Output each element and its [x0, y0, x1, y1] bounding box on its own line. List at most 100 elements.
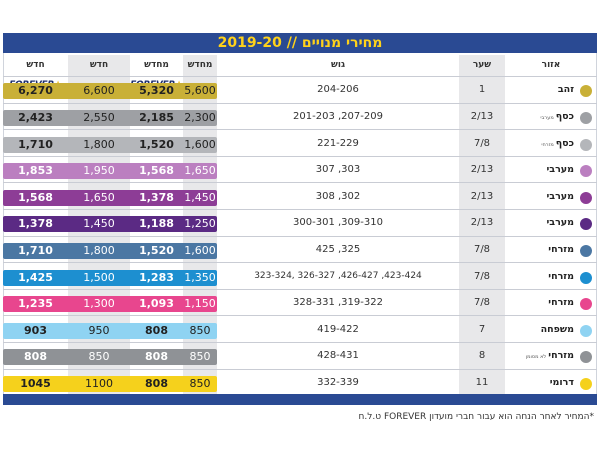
block-cell: 201-203 ,207-209 [293, 110, 383, 122]
price-renew-forever: 808 [145, 376, 168, 390]
price-new: 1,650 [83, 190, 115, 204]
gate-column-bg [459, 55, 505, 394]
block-cell: 204-206 [317, 84, 359, 96]
area-cell: מזרחי [548, 271, 574, 282]
table-title: מחירי מנויים // 2019-20 [3, 33, 597, 53]
block-cell: 308 ,302 [315, 190, 361, 202]
price-new: 6,600 [83, 84, 115, 98]
area-color-dot [580, 244, 592, 257]
price-new: 1,300 [83, 297, 115, 311]
block-cell: 419-422 [317, 323, 359, 335]
area-note: מערבי [540, 114, 554, 121]
price-band [3, 163, 217, 180]
area-color-dot [580, 191, 592, 204]
price-new: 950 [88, 323, 110, 337]
header-new-forever: חדש ★FOREVER [3, 55, 68, 90]
price-new: 1,800 [83, 137, 115, 151]
block-cell: 428-431 [317, 350, 359, 362]
price-new-forever: 1,568 [18, 190, 53, 204]
row-divider [3, 315, 597, 317]
area-color-dot [580, 165, 592, 178]
price-new: 2,550 [83, 110, 115, 124]
row-divider [3, 129, 597, 131]
price-band [3, 189, 217, 206]
price-band [3, 349, 217, 366]
area-name: דרומי [549, 376, 574, 388]
area-name: מערבי [546, 217, 574, 229]
row-divider [3, 342, 597, 343]
price-band [3, 216, 217, 233]
price-band [3, 269, 217, 286]
area-color-dot [580, 111, 592, 124]
area-cell: כסףמערבי [540, 111, 574, 122]
price-renew-forever: 2,185 [139, 110, 174, 124]
header-renew-forever-label: מחדש [144, 60, 169, 70]
price-renew-forever: 808 [145, 350, 168, 364]
price-new: 1,450 [83, 217, 115, 231]
price-band [3, 83, 217, 100]
row-divider [3, 102, 597, 104]
row-divider [3, 76, 597, 77]
header-new: חדש [89, 60, 109, 70]
area-color-dot [580, 377, 592, 390]
block-cell: 425 ,325 [315, 243, 361, 255]
area-name: זהב [557, 84, 574, 96]
price-band [3, 322, 217, 339]
price-new-forever: 1,710 [18, 243, 53, 257]
price-new-forever: 6,270 [18, 84, 53, 98]
area-cell: זהב [558, 84, 574, 95]
price-renew: 850 [189, 350, 211, 364]
price-new-forever: 903 [24, 323, 47, 337]
price-new-forever: 1,710 [18, 137, 53, 151]
gate-cell: 2/13 [470, 217, 494, 229]
price-new-forever: 1,378 [18, 217, 53, 231]
footnote: *המחיר לאחר הנחה הוא עבור חברי מועדון FO… [358, 412, 594, 422]
price-renew-forever: 1,568 [139, 164, 174, 178]
gate-cell: 7/8 [473, 243, 491, 255]
row-divider [3, 182, 597, 184]
price-renew-forever: 1,520 [139, 243, 174, 257]
price-renew-forever: 1,283 [139, 270, 174, 284]
price-new-forever: 1,853 [18, 164, 53, 178]
area-color-dot [580, 271, 592, 284]
price-new: 850 [88, 350, 110, 364]
area-cell: מזרחי [548, 244, 574, 255]
block-cell: 307 ,303 [315, 164, 361, 176]
gate-cell: 7/8 [473, 270, 491, 282]
price-new: 1,950 [83, 164, 115, 178]
area-cell: מערבי [546, 191, 574, 202]
area-name: מזרחי [548, 350, 574, 362]
area-cell: מזרחילא מסומן [526, 350, 574, 361]
area-name: מזרחי [548, 243, 574, 255]
price-renew: 2,300 [184, 110, 216, 124]
header-gate: שער [472, 60, 492, 70]
area-cell: כסףמזרחי [541, 138, 574, 149]
area-name: מזרחי [548, 297, 574, 309]
gate-cell: 7 [478, 323, 486, 335]
price-renew: 1,650 [184, 164, 216, 178]
area-name: כסף [555, 137, 574, 149]
area-name: מזרחי [548, 270, 574, 282]
price-renew: 850 [189, 376, 211, 390]
price-new-forever: 1045 [20, 376, 51, 390]
price-renew: 1,250 [184, 217, 216, 231]
row-divider [3, 288, 597, 290]
area-color-dot [580, 138, 592, 151]
price-renew: 1,150 [184, 297, 216, 311]
row-divider [3, 235, 597, 237]
header-block: גוש [331, 60, 345, 70]
price-new: 1100 [85, 376, 113, 390]
price-renew-forever: 1,378 [139, 190, 174, 204]
area-color-dot [580, 351, 592, 364]
gate-cell: 7/8 [473, 297, 491, 309]
gate-cell: 1 [478, 84, 486, 96]
price-band [3, 109, 217, 126]
price-renew-forever: 1,520 [139, 137, 174, 151]
price-new-forever: 2,423 [18, 110, 53, 124]
area-note: מזרחי [541, 141, 554, 148]
area-color-dot [580, 218, 592, 231]
price-new: 1,800 [83, 243, 115, 257]
area-color-dot [580, 298, 592, 311]
gate-cell: 2/13 [470, 190, 494, 202]
area-name: מערבי [546, 164, 574, 176]
